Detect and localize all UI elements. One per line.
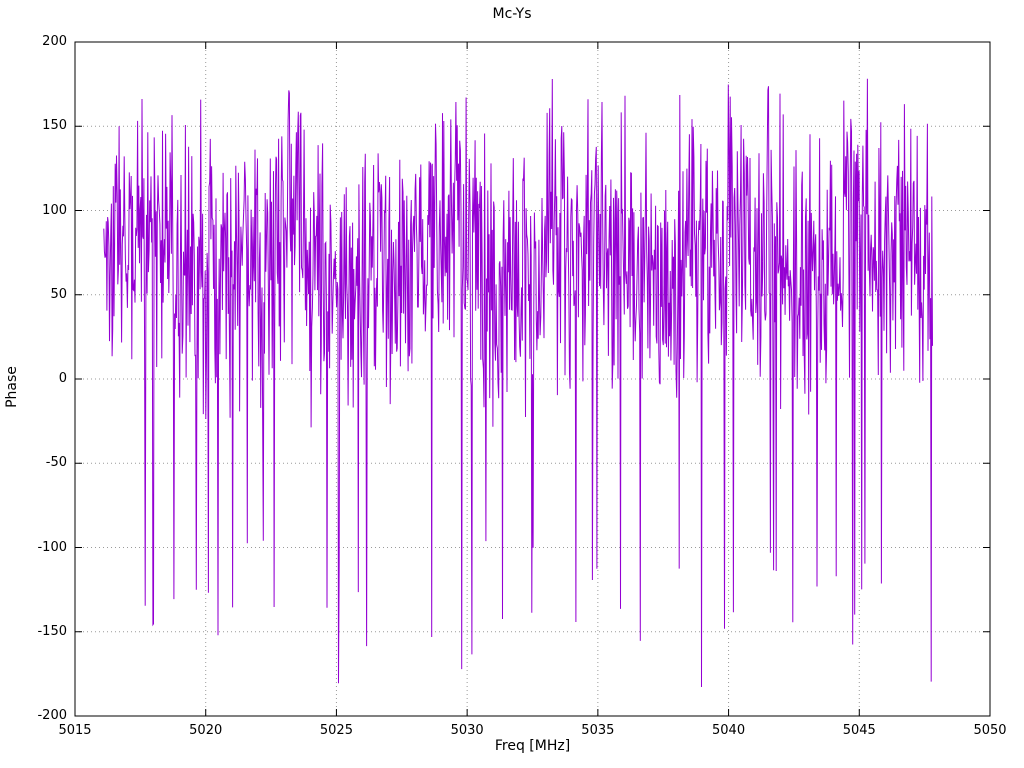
y-axis-label: Phase xyxy=(4,366,20,408)
x-tick-label: 5020 xyxy=(189,723,223,738)
x-tick-label: 5040 xyxy=(712,723,746,738)
x-tick-label: 5045 xyxy=(842,723,876,738)
y-tick-label: -200 xyxy=(37,708,67,723)
y-tick-label: 100 xyxy=(42,202,67,218)
y-tick-label: 150 xyxy=(42,118,67,134)
x-tick-label: 5015 xyxy=(58,723,92,738)
x-tick-label: 5030 xyxy=(450,723,484,738)
plot-border xyxy=(74,41,991,717)
phase-series-line xyxy=(103,78,933,688)
y-tick-label: 200 xyxy=(42,34,67,49)
chart-title: Mc-Ys xyxy=(492,6,532,22)
x-tick-label: 5050 xyxy=(973,723,1007,738)
y-tick-label: -50 xyxy=(45,455,67,471)
x-axis-label: Freq [MHz] xyxy=(494,738,571,754)
x-tick-label: 5025 xyxy=(319,723,353,738)
x-tick-label: 5035 xyxy=(581,723,615,738)
y-tick-label: -150 xyxy=(37,623,67,639)
y-tick-label: 50 xyxy=(50,286,67,302)
y-tick-label: -100 xyxy=(37,539,67,555)
y-tick-label: 0 xyxy=(58,371,67,386)
